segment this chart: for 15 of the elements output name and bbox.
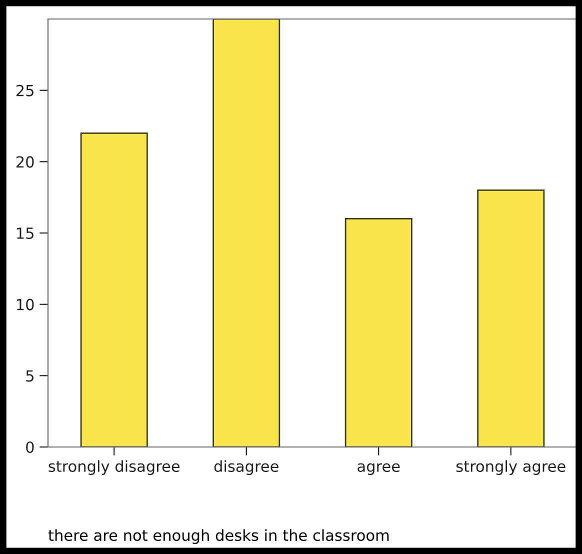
- x-axis-title: there are not enough desks in the classroom: [48, 529, 389, 544]
- x-tick-label: strongly disagree: [48, 460, 180, 475]
- bar: [80, 132, 148, 447]
- bar: [344, 218, 412, 447]
- x-tick-label: agree: [358, 463, 400, 475]
- x-tick-label: strongly agree: [456, 460, 566, 475]
- y-tick-label: 15: [17, 228, 34, 240]
- y-tick-label: 25: [16, 84, 34, 96]
- y-tick-label: 20: [16, 156, 34, 168]
- bar: [212, 19, 280, 447]
- y-tick-label: 10: [17, 298, 34, 310]
- bar: [477, 190, 545, 447]
- y-tick-label: 0: [26, 441, 34, 454]
- x-tick-label: disagree: [214, 460, 278, 475]
- y-tick-label: 5: [26, 370, 34, 382]
